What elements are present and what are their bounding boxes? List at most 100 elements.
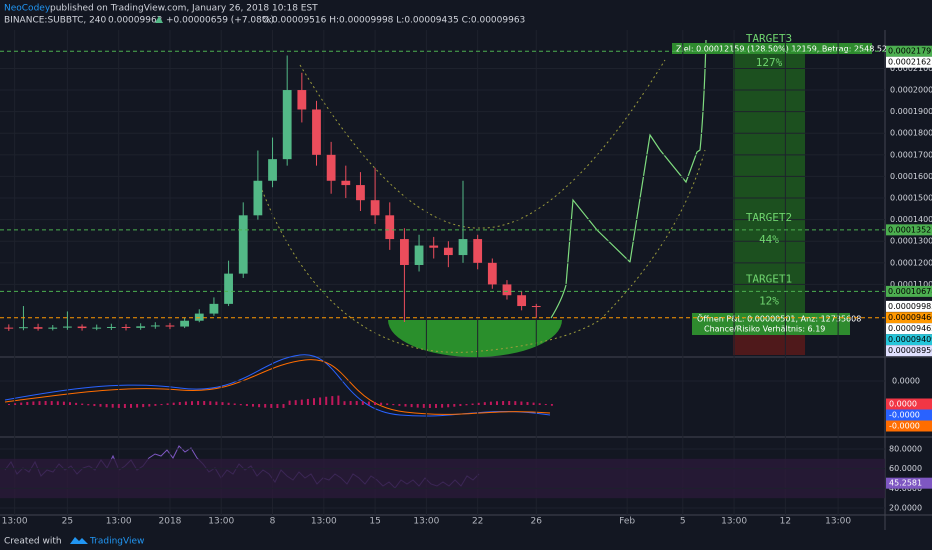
candle-body xyxy=(458,239,468,256)
price-tag-label: 0.00008950 xyxy=(888,346,932,355)
macd-histogram xyxy=(349,401,352,405)
macd-histogram xyxy=(306,398,309,405)
candle-body xyxy=(326,154,336,181)
change: +0.00000659 (+7.08%) xyxy=(166,16,274,26)
macd-histogram xyxy=(398,404,401,406)
macd-histogram xyxy=(166,403,169,405)
macd-histogram xyxy=(239,404,242,406)
macd-histogram xyxy=(148,404,151,407)
projection-path xyxy=(550,39,707,319)
macd-tag xyxy=(886,398,932,410)
macd-histogram xyxy=(233,403,236,405)
candle-body xyxy=(297,90,307,110)
candle-body xyxy=(443,247,453,256)
candle-body xyxy=(517,295,527,307)
candle-body xyxy=(33,327,43,329)
macd-histogram xyxy=(26,401,29,405)
macd-histogram xyxy=(422,404,425,408)
candle-body xyxy=(4,327,14,329)
footer-created: Created with xyxy=(4,537,62,547)
macd-histogram xyxy=(416,404,419,408)
macd-histogram xyxy=(380,402,383,405)
candle-body xyxy=(194,313,204,321)
target-percent: 44% xyxy=(759,233,779,246)
macd-histogram xyxy=(154,404,157,406)
macd-histogram xyxy=(75,402,78,405)
macd-histogram xyxy=(325,396,328,405)
macd-histogram xyxy=(252,404,254,407)
macd-histogram xyxy=(184,401,187,405)
macd-histogram xyxy=(50,401,53,405)
up-arrow xyxy=(155,16,163,23)
profit-zone xyxy=(733,50,805,320)
macd-histogram xyxy=(38,401,41,405)
macd-histogram xyxy=(459,404,462,407)
ratio-text: Chance/Risiko Verhältnis: 6.19 xyxy=(704,325,825,334)
target-name: TARGET1 xyxy=(746,272,792,285)
macd-histogram xyxy=(361,401,364,405)
macd-histogram xyxy=(99,404,102,407)
macd-tick-label: 0.0000 xyxy=(892,377,920,386)
price-tag xyxy=(886,300,932,312)
macd-tag-label: 0.0000 xyxy=(889,400,917,409)
candle-body xyxy=(165,325,175,327)
rsi-band xyxy=(0,458,885,499)
macd-tag-label: -0.0000 xyxy=(889,422,920,431)
candle-body xyxy=(253,180,263,216)
ohlc: O:0.00009516 H:0.00009998 L:0.00009435 C… xyxy=(262,16,525,26)
price-tag xyxy=(886,345,932,357)
macd-histogram xyxy=(136,404,139,408)
macd-histogram xyxy=(392,404,395,406)
macd-histogram xyxy=(282,404,285,408)
candle-body xyxy=(92,327,102,329)
macd-histogram xyxy=(32,401,35,405)
price-tag xyxy=(886,224,932,236)
candle-body xyxy=(238,215,248,274)
macd-histogram xyxy=(215,401,218,405)
macd-histogram xyxy=(532,402,535,405)
macd-tag xyxy=(886,409,932,421)
x-tick-label: 26 xyxy=(531,517,543,527)
macd-histogram xyxy=(245,404,248,406)
macd-histogram xyxy=(435,404,437,408)
footer-brand: TradingView xyxy=(89,537,144,547)
price-tag xyxy=(886,323,932,335)
candle-body xyxy=(400,239,409,265)
price-tag-label: 0.00009409 xyxy=(888,335,932,344)
target-name: TARGET3 xyxy=(746,32,792,45)
candle-body xyxy=(106,326,116,328)
macd-histogram xyxy=(447,404,450,408)
published: published on TradingView.com, January 26… xyxy=(50,4,318,14)
macd-histogram xyxy=(502,401,505,405)
target-name: TARGET2 xyxy=(746,211,792,224)
macd-histogram xyxy=(69,402,71,405)
macd-histogram xyxy=(264,404,267,408)
price-tag xyxy=(886,285,932,297)
macd-histogram xyxy=(489,401,492,405)
price-tag-label: 0.00021797 xyxy=(888,47,932,56)
candle-body xyxy=(531,306,541,308)
macd-histogram xyxy=(44,401,47,405)
macd-histogram xyxy=(117,404,120,408)
candle-body xyxy=(502,284,512,296)
x-tick-label: 12 xyxy=(780,517,791,527)
bowl xyxy=(388,320,562,358)
macd-histogram xyxy=(209,401,212,405)
macd-histogram xyxy=(355,401,358,405)
candle-body xyxy=(48,327,58,329)
price-tag-label: 0.00009460 xyxy=(888,313,932,322)
candle-body xyxy=(356,185,365,201)
macd-histogram xyxy=(81,403,84,405)
macd-histogram xyxy=(337,395,340,405)
macd-histogram xyxy=(331,396,334,405)
price-tag-label: 0.00021621 xyxy=(888,58,932,67)
candle-body xyxy=(77,326,87,329)
candle-body xyxy=(19,327,28,329)
rsi-tick-label: 60.0000 xyxy=(889,464,922,473)
x-tick-label: 2018 xyxy=(159,517,182,527)
macd-histogram xyxy=(343,401,346,405)
